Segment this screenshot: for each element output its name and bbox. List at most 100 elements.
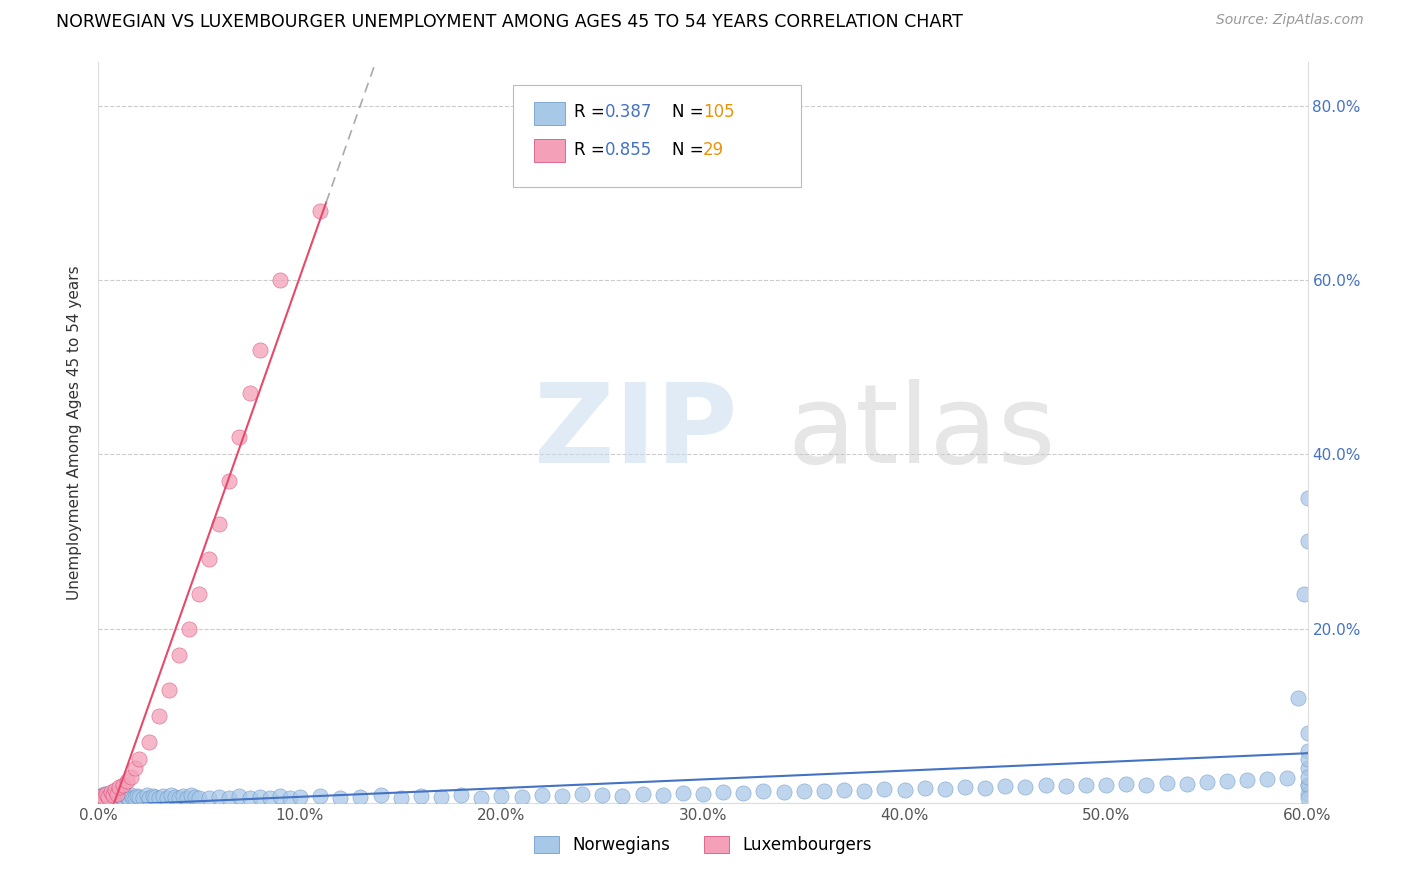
- Point: [208, 789, 231, 804]
- Point: [1074, 777, 1097, 791]
- Point: [125, 789, 148, 803]
- Text: R =: R =: [574, 141, 610, 159]
- Point: [143, 789, 166, 804]
- Point: [934, 781, 956, 796]
- Point: [111, 791, 134, 805]
- Point: [733, 786, 755, 800]
- Point: [152, 789, 174, 803]
- Point: [121, 790, 143, 805]
- Point: [873, 781, 896, 796]
- Point: [1296, 534, 1319, 549]
- Point: [135, 788, 157, 802]
- Point: [142, 789, 165, 803]
- Text: R =: R =: [574, 103, 610, 121]
- Point: [893, 782, 915, 797]
- Point: [259, 791, 281, 805]
- Point: [612, 789, 634, 803]
- Text: NORWEGIAN VS LUXEMBOURGER UNEMPLOYMENT AMONG AGES 45 TO 54 YEARS CORRELATION CHA: NORWEGIAN VS LUXEMBOURGER UNEMPLOYMENT A…: [56, 13, 963, 31]
- Point: [249, 789, 271, 804]
- Point: [711, 785, 734, 799]
- Point: [1135, 777, 1157, 791]
- Point: [93, 787, 115, 801]
- Point: [631, 787, 654, 801]
- Point: [188, 791, 211, 805]
- Point: [120, 770, 142, 784]
- Point: [179, 622, 201, 636]
- Point: [1054, 779, 1077, 793]
- Point: [813, 784, 835, 798]
- Point: [124, 761, 146, 775]
- Text: 0.855: 0.855: [605, 141, 652, 159]
- Point: [118, 792, 141, 806]
- Point: [160, 788, 183, 802]
- Point: [1296, 791, 1319, 805]
- Text: 0.387: 0.387: [605, 103, 652, 121]
- Text: atlas: atlas: [787, 379, 1056, 486]
- Point: [239, 386, 262, 401]
- Point: [105, 788, 128, 802]
- Point: [100, 785, 122, 799]
- Text: ZIP: ZIP: [534, 379, 737, 486]
- Point: [96, 787, 118, 801]
- Text: N =: N =: [672, 141, 709, 159]
- Point: [510, 789, 533, 804]
- Point: [994, 779, 1017, 793]
- Point: [103, 782, 125, 797]
- Point: [309, 203, 332, 218]
- Point: [672, 786, 695, 800]
- Point: [1095, 778, 1118, 792]
- Point: [157, 682, 180, 697]
- Point: [269, 273, 291, 287]
- Point: [914, 780, 936, 795]
- Point: [228, 430, 250, 444]
- Point: [198, 790, 221, 805]
- Point: [124, 791, 146, 805]
- Text: Source: ZipAtlas.com: Source: ZipAtlas.com: [1216, 13, 1364, 28]
- Point: [651, 788, 673, 802]
- Point: [1292, 587, 1315, 601]
- Point: [115, 789, 138, 804]
- Point: [409, 789, 432, 803]
- Point: [208, 517, 231, 532]
- Point: [103, 792, 125, 806]
- Point: [128, 752, 150, 766]
- Point: [228, 789, 250, 803]
- Point: [97, 789, 120, 804]
- Point: [1296, 761, 1319, 775]
- Point: [450, 788, 472, 802]
- Point: [389, 790, 412, 805]
- Point: [1296, 726, 1319, 740]
- Point: [120, 788, 142, 802]
- Point: [188, 587, 211, 601]
- Point: [752, 784, 775, 798]
- Point: [107, 780, 129, 794]
- Point: [278, 790, 301, 805]
- Point: [1195, 775, 1218, 789]
- Point: [138, 791, 160, 805]
- Point: [470, 790, 492, 805]
- Point: [97, 789, 120, 804]
- Point: [176, 791, 198, 805]
- Point: [571, 787, 593, 801]
- Point: [1296, 787, 1319, 801]
- Point: [591, 788, 613, 802]
- Point: [1296, 778, 1319, 792]
- Point: [148, 790, 170, 805]
- Point: [239, 790, 262, 805]
- Point: [115, 774, 138, 789]
- Point: [1216, 774, 1239, 789]
- Point: [1115, 777, 1137, 791]
- Point: [853, 783, 876, 797]
- Point: [89, 789, 111, 803]
- Point: [309, 789, 332, 803]
- Point: [491, 789, 513, 803]
- Point: [218, 474, 240, 488]
- Point: [1014, 780, 1036, 794]
- Point: [91, 791, 114, 805]
- Point: [269, 789, 291, 803]
- Point: [1156, 776, 1178, 790]
- Point: [329, 791, 352, 805]
- Point: [430, 789, 453, 804]
- Point: [349, 789, 371, 804]
- Point: [1256, 772, 1278, 787]
